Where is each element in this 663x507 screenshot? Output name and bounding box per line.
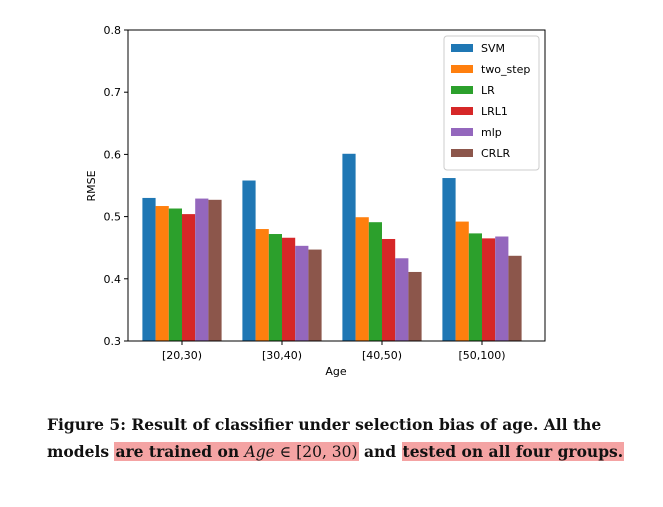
y-axis: 0.3 0.4 0.5 0.6 0.7 0.8 [104, 24, 128, 348]
bar-CRLR-0 [208, 199, 222, 341]
caption-age-variable: Age [244, 443, 275, 461]
bar-SVM-2 [342, 153, 356, 341]
legend-swatch-LRL1 [451, 107, 473, 115]
bar-two_step-0 [155, 206, 169, 341]
bar-mlp-2 [395, 258, 409, 341]
legend-label-SVM: SVM [481, 42, 505, 55]
bar-two_step-1 [255, 229, 269, 341]
legend-swatch-mlp [451, 128, 473, 136]
y-tick-label: 0.6 [104, 148, 122, 161]
bar-CRLR-3 [508, 255, 522, 341]
bar-LR-3 [468, 233, 482, 341]
bar-LR-0 [168, 208, 182, 341]
bar-mlp-0 [195, 198, 209, 341]
legend-label-LR: LR [481, 84, 495, 97]
y-tick-label: 0.7 [104, 86, 122, 99]
caption-highlight-text: are trained on [115, 442, 245, 461]
legend: SVM two_step LR LRL1 mlp CRLR [443, 35, 540, 171]
y-tick-label: 0.3 [104, 335, 122, 348]
y-tick-label: 0.8 [104, 24, 122, 37]
bar-CRLR-2 [408, 271, 422, 341]
caption-highlight-tested: tested on all four groups. [401, 442, 625, 461]
bar-LRL1-2 [382, 238, 396, 341]
legend-label-LRL1: LRL1 [481, 105, 508, 118]
caption-text-and: and [358, 442, 402, 461]
plot-frame [127, 29, 546, 342]
bar-LR-2 [368, 222, 382, 341]
caption-text: Figure 5: Result of classifier under sel… [47, 415, 602, 461]
bar-SVM-0 [142, 197, 156, 341]
x-tick-label: [50,100) [458, 349, 505, 362]
bar-mlp-1 [295, 245, 309, 341]
x-axis: [20,30) [30,40) [40,50) [50,100) [162, 341, 506, 362]
y-axis-label: RMSE [85, 170, 98, 201]
bar-mlp-3 [495, 236, 509, 341]
x-tick-label: [20,30) [162, 349, 202, 362]
bar-SVM-1 [242, 180, 256, 341]
bar-LR-1 [268, 234, 282, 341]
bar-LRL1-1 [282, 237, 296, 341]
y-tick-label: 0.5 [104, 211, 122, 224]
bars-group [142, 153, 522, 341]
caption-age-range: ∈ [20, 30) [274, 443, 358, 461]
y-tick-label: 0.4 [104, 273, 122, 286]
legend-swatch-two_step [451, 65, 473, 73]
bar-two_step-2 [355, 217, 369, 341]
legend-label-two_step: two_step [481, 63, 530, 76]
x-tick-label: [30,40) [262, 349, 302, 362]
x-tick-label: [40,50) [362, 349, 402, 362]
legend-label-CRLR: CRLR [481, 147, 510, 160]
bar-two_step-3 [455, 221, 469, 341]
figure-caption: Figure 5: Result of classifier under sel… [47, 411, 647, 466]
bar-SVM-3 [442, 178, 456, 341]
bar-chart: 0.3 0.4 0.5 0.6 0.7 0.8 [20,30) [30,40) [40,50)… [85, 24, 546, 378]
legend-label-mlp: mlp [481, 126, 502, 139]
caption-highlight-trained: are trained on Age ∈ [20, 30) [114, 442, 359, 461]
legend-swatch-LR [451, 86, 473, 94]
bar-CRLR-1 [308, 249, 322, 341]
legend-swatch-CRLR [451, 149, 473, 157]
x-axis-label: Age [325, 365, 347, 378]
legend-swatch-SVM [451, 44, 473, 52]
bar-LRL1-3 [482, 238, 496, 341]
bar-LRL1-0 [182, 214, 196, 341]
